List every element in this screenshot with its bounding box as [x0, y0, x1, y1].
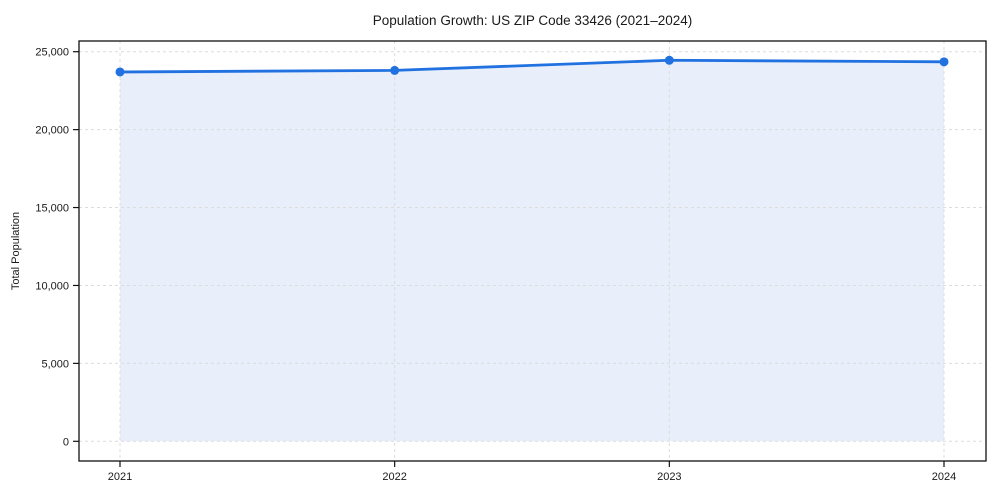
y-tick-label: 5,000 [41, 358, 69, 370]
y-tick-label: 0 [63, 436, 69, 448]
chart-title: Population Growth: US ZIP Code 33426 (20… [372, 13, 693, 28]
data-point-2023 [664, 55, 674, 65]
x-tick-label: 2023 [657, 471, 681, 483]
data-point-2024 [939, 57, 949, 67]
x-tick-label: 2021 [108, 471, 132, 483]
y-tick-label: 20,000 [35, 125, 69, 137]
y-tick-label: 15,000 [35, 203, 69, 215]
data-point-2022 [390, 65, 400, 75]
trend-line [118, 58, 946, 74]
y-tick-label: 25,000 [35, 47, 69, 59]
plot-border [78, 40, 987, 462]
data-point-2021 [115, 67, 125, 77]
area-fill [120, 60, 944, 442]
x-tick-label: 2022 [382, 471, 406, 483]
y-tick-label: 10,000 [35, 280, 69, 292]
x-tick-label: 2024 [932, 471, 956, 483]
